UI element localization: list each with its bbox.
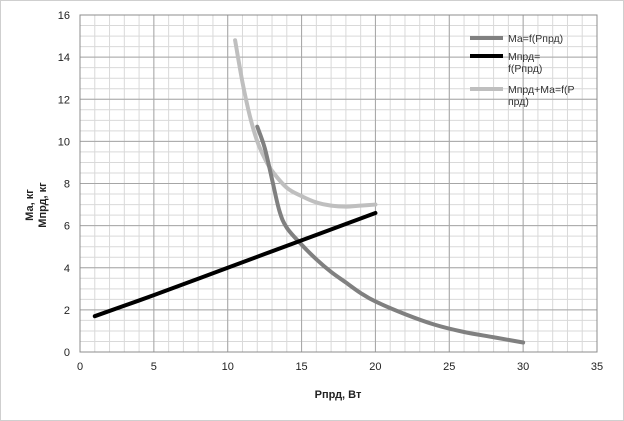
y-tick-label: 12 xyxy=(58,94,70,106)
y-tick-label: 16 xyxy=(58,10,70,22)
x-tick-label: 25 xyxy=(443,361,455,373)
y-tick-labels: 0 2 4 6 8 10 12 14 16 xyxy=(58,10,70,359)
y-axis-title: Ма, кг Мпрд, кг xyxy=(24,182,49,228)
legend-label-1: Ма=f(Рпрд) xyxy=(508,33,563,45)
x-tick-label: 10 xyxy=(222,361,234,373)
series-layer xyxy=(92,38,526,345)
x-axis-title: Рпрд, Вт xyxy=(315,389,362,401)
legend-label-3: Мпрд+Ма=f(Р xyxy=(508,84,575,96)
legend-label-3: прд) xyxy=(508,96,529,108)
y-tick-label: 6 xyxy=(64,221,70,233)
y-tick-label: 8 xyxy=(64,179,70,191)
y-tick-label: 0 xyxy=(64,347,70,359)
legend-label-2: f(Рпрд) xyxy=(508,63,542,75)
x-tick-label: 30 xyxy=(517,361,529,373)
x-tick-labels: 0 5 10 15 20 25 30 35 xyxy=(77,361,603,373)
x-tick-label: 35 xyxy=(591,361,603,373)
y-tick-label: 10 xyxy=(58,136,70,148)
y-tick-label: 4 xyxy=(64,263,70,275)
plot-area xyxy=(79,14,598,353)
x-tick-label: 0 xyxy=(77,361,83,373)
x-tick-label: 15 xyxy=(295,361,307,373)
x-tick-label: 20 xyxy=(369,361,381,373)
series-3-line xyxy=(233,38,378,209)
plot-frame xyxy=(79,14,598,353)
y-tick-label: 2 xyxy=(64,305,70,317)
series-2-line xyxy=(92,210,378,319)
x-tick-label: 5 xyxy=(151,361,157,373)
series-1-line xyxy=(255,124,526,345)
legend: Ма=f(Рпрд) Мпрд=f(Рпрд) Мпрд+Ма=f(Рпрд) xyxy=(470,33,575,108)
y-axis-title-line2: Мпрд, кг xyxy=(37,182,49,228)
major-gridlines xyxy=(79,14,598,353)
legend-label-2: Мпрд= xyxy=(508,51,540,63)
y-axis-title-line1: Ма, кг xyxy=(24,189,36,221)
y-tick-label: 14 xyxy=(58,52,70,64)
